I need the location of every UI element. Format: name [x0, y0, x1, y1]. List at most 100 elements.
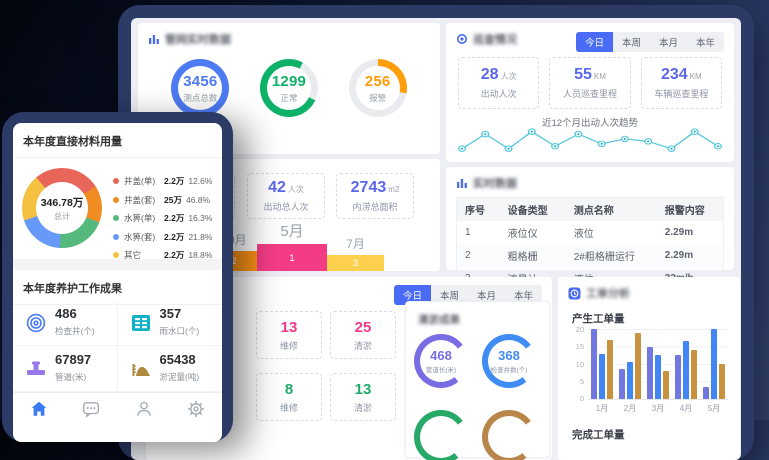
ring-label: 测点总数 [183, 92, 218, 103]
stat-repair-today: 13 维修 [256, 311, 322, 359]
cell-point: 液位 [573, 229, 594, 240]
achievement-section-header: 本年度养护工作成果 [13, 270, 222, 305]
achievement-rain-inlet: 357 雨水口(个) [117, 300, 222, 346]
x-axis-labels: 1月 2月 3月 4月 5月 [588, 403, 728, 414]
chat-icon[interactable] [82, 400, 100, 418]
legend-value: 25万 [164, 194, 182, 205]
patrol-tab-group: 今日 本周 本月 本年 [575, 32, 724, 52]
achievement-manhole: 486 检查井(个) [13, 300, 118, 346]
legend-item: 水箅(单) 2.2万 16.3% [113, 212, 216, 224]
table-row[interactable]: 1 液位仪 液位 2.29m [457, 221, 724, 244]
person-icon[interactable] [135, 400, 153, 418]
tab-today[interactable]: 今日 [393, 285, 431, 305]
rank-month: 7月 [346, 237, 365, 251]
cell-alarm: 2.29m [656, 244, 724, 267]
tab-week[interactable]: 本周 [621, 38, 641, 49]
legend-percent: 18.8% [188, 250, 213, 260]
gauge-brown [482, 410, 536, 460]
table-row[interactable]: 2 粗格栅 2#粗格栅运行 2.29m [456, 244, 724, 267]
cell-index: 1 [465, 227, 471, 238]
achievement-label: 管道(米) [55, 372, 87, 382]
bar [703, 386, 709, 399]
legend-value: 2.2万 [164, 213, 185, 223]
legend-item: 井盖(套) 25万 46.8% [113, 194, 216, 206]
stat-unit: 人次 [500, 72, 517, 81]
trend-line-chart [457, 128, 723, 152]
card-patrol-header: 巡查情况 [446, 23, 734, 51]
rank-item-3: 7月 3 [327, 235, 384, 271]
legend-dot [113, 252, 119, 258]
stat-repair-done: 8 维修 [256, 373, 322, 421]
achievement-label: 雨水口(个) [159, 326, 200, 336]
card-title-patrol: 巡查情况 [473, 34, 517, 46]
gauge-label: 检查井数(个) [490, 367, 528, 374]
bar [627, 362, 633, 399]
card-title-realtime: 实时数据 [473, 178, 517, 190]
stat-value: 55 [574, 66, 592, 83]
card-title-network: 管网实时数据 [165, 34, 231, 46]
gauge-value: 368 [498, 348, 520, 363]
donut-center: 346.78万 总计 [36, 182, 88, 234]
stat-unit: KM [593, 72, 606, 81]
card-title-workorder: 工单分析 [586, 288, 630, 300]
x-label: 4月 [679, 404, 693, 413]
table-header-row: 序号 设备类型 测点名称 报警内容 [456, 197, 724, 221]
tab-year[interactable]: 本年 [695, 38, 715, 49]
bar [719, 364, 725, 399]
stat-value: 2743 [350, 179, 387, 196]
y-tick: 20 [575, 325, 584, 334]
legend-value: 2.2万 [164, 231, 185, 242]
maintenance-tab-group: 今日 本周 本月 本年 [393, 285, 542, 305]
stat-value: 234 [660, 66, 688, 83]
stat-unit: 人次 [287, 185, 304, 194]
bar [663, 371, 669, 399]
x-label: 3月 [651, 404, 665, 413]
home-icon[interactable] [30, 400, 48, 418]
legend-dot [113, 233, 119, 240]
rank-bar-segment: 1 [257, 244, 327, 271]
tab-month[interactable]: 本月 [658, 38, 678, 49]
tab-year[interactable]: 本年 [513, 291, 533, 302]
bar [607, 339, 613, 399]
ring-value: 1299 [271, 72, 307, 90]
workorder-bar-chart [588, 329, 728, 400]
ring-alarm: 256 报警 [348, 59, 407, 117]
legend-name: 井盖(单) [124, 176, 156, 186]
rank-item-1: 5月 1 [257, 220, 327, 271]
bar [635, 332, 641, 399]
stat-label: 内涝总面积 [352, 202, 398, 212]
stat-label: 出动人次 [480, 89, 517, 99]
achievement-section-title: 本年度养护工作成果 [13, 270, 222, 305]
stat-value: 13 [354, 380, 372, 398]
stat-unit: m2 [388, 185, 400, 194]
ring-total-points: 3456 测点总数 [171, 59, 230, 117]
gauge-label: 管道长(米) [425, 367, 457, 374]
stat-value: 8 [284, 380, 294, 398]
pipe-icon [25, 358, 47, 380]
bar-chart-icon [148, 33, 160, 45]
tab-month[interactable]: 本月 [476, 291, 496, 302]
stat-flood-area: 2743 m2 内涝总面积 [336, 173, 414, 219]
col-point-name: 测点名称 [565, 197, 657, 221]
dredge-result-panel: 清淤成果 468 管道长(米) 368 检查井数(个) [405, 301, 550, 460]
achievement-sludge: 65438 淤泥量(吨) [117, 346, 222, 392]
stat-dredge-done: 13 清淤 [330, 373, 396, 421]
tab-today[interactable]: 今日 [575, 32, 613, 52]
achievement-value: 65438 [159, 352, 196, 367]
gauge-manhole-count: 368 检查井数(个) [482, 334, 536, 388]
achievement-label: 淤泥量(吨) [159, 372, 200, 382]
gauge-hole [420, 340, 462, 382]
ring-value: 256 [364, 72, 391, 90]
stat-label: 维修 [279, 340, 298, 351]
achievement-value: 67897 [55, 352, 92, 367]
stat-dispatch-count: 28 人次 出动人次 [458, 57, 540, 109]
gauge-hole [420, 416, 462, 458]
dredge-panel-title: 清淤成果 [418, 314, 460, 326]
tab-week[interactable]: 本周 [439, 291, 459, 302]
settings-gear-icon[interactable] [187, 400, 205, 418]
ring-hole [178, 66, 223, 110]
phone-screen: 本年度直接材料用量 346.78万 总计 井盖(单) 2.2万 12.6% 井盖… [13, 123, 222, 442]
clock-square-icon [568, 287, 581, 300]
stat-staff-mileage: 55 KM 人员巡查里程 [549, 57, 631, 109]
bar-chart-icon [456, 177, 468, 189]
